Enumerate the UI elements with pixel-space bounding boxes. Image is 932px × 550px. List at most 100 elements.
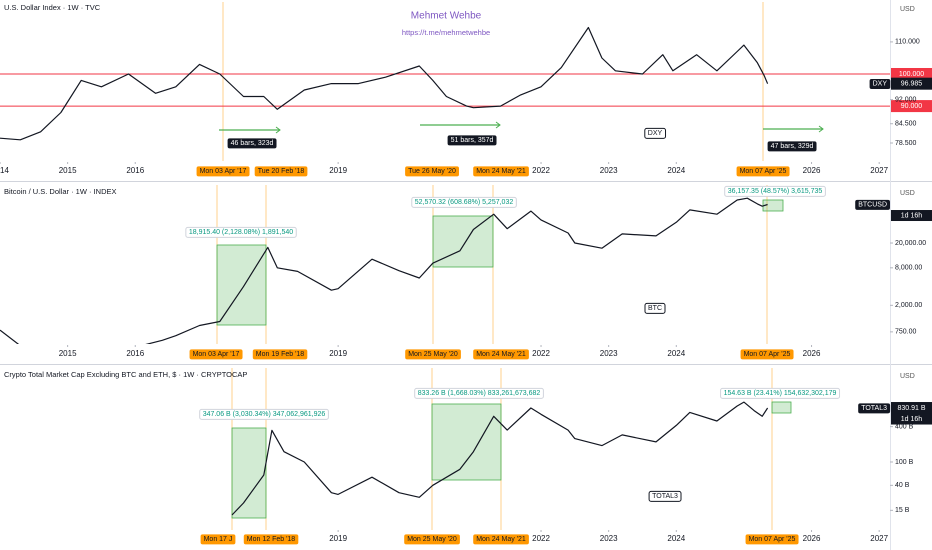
date-label: Mon 17 J bbox=[204, 536, 233, 543]
symbol-tag-group: BTC bbox=[644, 302, 666, 314]
symbol-tag: TOTAL3 bbox=[652, 493, 678, 500]
symbol-tag-box bbox=[648, 490, 682, 502]
symbol-tag-group: TOTAL3 bbox=[648, 490, 682, 502]
date-label-group: Mon 25 May '20 bbox=[404, 534, 460, 545]
last-name-group: DXY bbox=[869, 79, 891, 90]
x-tick-label: 2027 bbox=[870, 166, 888, 175]
date-label: Mon 24 May '21 bbox=[476, 168, 526, 175]
measure-label: 51 bars, 357d bbox=[451, 137, 494, 144]
date-label-group: Mon 03 Apr '17 bbox=[196, 166, 250, 177]
date-label-group: Mon 07 Apr '25 bbox=[745, 534, 799, 545]
symbol-tag: BTC bbox=[648, 305, 662, 312]
date-label-group: Mon 24 May '21 bbox=[473, 166, 529, 177]
measure-label-box bbox=[227, 138, 277, 149]
measure-label-group: 52,570.32 (608.68%) 5,257,032 bbox=[411, 196, 517, 208]
x-tick-label: 2027 bbox=[870, 534, 888, 543]
y-tick-label: 100 B bbox=[895, 459, 914, 466]
measure-range bbox=[431, 403, 502, 481]
date-label-box bbox=[252, 349, 308, 360]
price-line bbox=[0, 26, 769, 141]
measure-label-group: 51 bars, 357d bbox=[447, 135, 497, 146]
x-tick-label: 2015 bbox=[59, 349, 77, 358]
date-label-group: Mon 07 Apr '25 bbox=[736, 166, 790, 177]
date-label-box bbox=[405, 349, 461, 360]
x-tick-label: 2026 bbox=[803, 534, 821, 543]
x-tick-label: 2023 bbox=[600, 166, 618, 175]
measure-label-group: 833.26 B (1,668.03%) 833,261,673,682 bbox=[414, 387, 544, 399]
last-name: BTCUSD bbox=[858, 201, 887, 208]
measure-label-box bbox=[411, 196, 517, 208]
measure-label-box bbox=[414, 387, 544, 399]
x-tick-label: 2019 bbox=[329, 534, 347, 543]
date-label-group: Tue 20 Feb '18 bbox=[254, 166, 308, 177]
last-name-box bbox=[858, 403, 891, 414]
x-tick-label: 2026 bbox=[803, 349, 821, 358]
symbol-tag-box bbox=[644, 127, 667, 139]
date-label-box bbox=[473, 534, 529, 545]
measure-range bbox=[216, 244, 267, 326]
y-tick-label: 2,000.00 bbox=[895, 302, 922, 309]
x-tick-label: 2016 bbox=[126, 349, 144, 358]
last-name-group: BTCUSD bbox=[855, 199, 890, 210]
date-label-box bbox=[740, 349, 794, 360]
measure-label-box bbox=[447, 135, 497, 146]
last-name-group: TOTAL3 bbox=[858, 403, 891, 414]
y-tick-label: 84.500 bbox=[895, 121, 917, 128]
countdown: 1d 16h bbox=[901, 416, 923, 423]
date-label: Mon 03 Apr '17 bbox=[200, 168, 247, 175]
countdown-badge bbox=[891, 413, 932, 425]
measure-range bbox=[231, 427, 267, 519]
date-label: Mon 24 May '21 bbox=[476, 351, 526, 358]
measure-label: 18,915.40 (2,128.08%) 1,891,540 bbox=[189, 229, 293, 236]
date-label: Mon 12 Feb '18 bbox=[247, 536, 296, 543]
measure-label-box bbox=[720, 387, 841, 399]
panel-title: Crypto Total Market Cap Excluding BTC an… bbox=[4, 370, 247, 379]
measure-label: 47 bars, 329d bbox=[771, 143, 814, 150]
date-label: Mon 07 Apr '25 bbox=[749, 536, 796, 543]
date-label-group: Mon 17 J bbox=[200, 534, 236, 545]
measure-label: 52,570.32 (608.68%) 5,257,032 bbox=[415, 199, 514, 206]
y-tick-label: 20,000.00 bbox=[895, 240, 926, 247]
date-label-group: Mon 24 May '21 bbox=[473, 534, 529, 545]
date-label-group: Mon 12 Feb '18 bbox=[243, 534, 299, 545]
axis-unit: USD bbox=[900, 373, 915, 380]
x-tick-label: 2024 bbox=[667, 534, 685, 543]
date-label-box bbox=[473, 349, 529, 360]
date-label: Mon 03 Apr '17 bbox=[193, 351, 240, 358]
bars-ruler-arrow bbox=[495, 121, 501, 129]
symbol-tag-group: DXY bbox=[644, 127, 667, 139]
y-tick-label: 750.00 bbox=[895, 329, 917, 336]
last-price: 830.91 B bbox=[897, 405, 925, 412]
level-label: 90.000 bbox=[901, 103, 923, 110]
date-label-group: Tue 26 May '20 bbox=[405, 166, 459, 177]
watermark-name: Mehmet Wehbe bbox=[411, 11, 482, 22]
bars-ruler-arrow bbox=[818, 125, 824, 133]
date-label: Mon 19 Feb '18 bbox=[256, 351, 305, 358]
last-name-box bbox=[855, 199, 890, 210]
measure-range bbox=[771, 401, 792, 414]
y-tick-label: 40 B bbox=[895, 482, 910, 489]
date-label-box bbox=[196, 166, 250, 177]
countdown-badge bbox=[891, 210, 932, 222]
measure-label-box bbox=[724, 185, 826, 197]
measure-label-box bbox=[767, 141, 817, 152]
x-tick-label: 2019 bbox=[329, 349, 347, 358]
date-label-box bbox=[200, 534, 236, 545]
x-tick-label: 2016 bbox=[126, 166, 144, 175]
symbol-tag-box bbox=[644, 302, 666, 314]
x-tick-label: 2023 bbox=[600, 534, 618, 543]
measure-label-box bbox=[185, 226, 297, 238]
measure-label: 36,157.35 (48.57%) 3,615,735 bbox=[728, 188, 823, 195]
bars-ruler-arrow bbox=[275, 126, 281, 134]
last-name: TOTAL3 bbox=[861, 405, 887, 412]
y-tick-label: 78.500 bbox=[895, 140, 917, 147]
x-tick-label: 2026 bbox=[803, 166, 821, 175]
x-tick-label: 2024 bbox=[667, 166, 685, 175]
date-label-box bbox=[243, 534, 299, 545]
date-label: Mon 25 May '20 bbox=[408, 351, 458, 358]
last-name: DXY bbox=[873, 81, 888, 88]
date-label-box bbox=[254, 166, 308, 177]
date-label-group: Mon 03 Apr '17 bbox=[189, 349, 243, 360]
